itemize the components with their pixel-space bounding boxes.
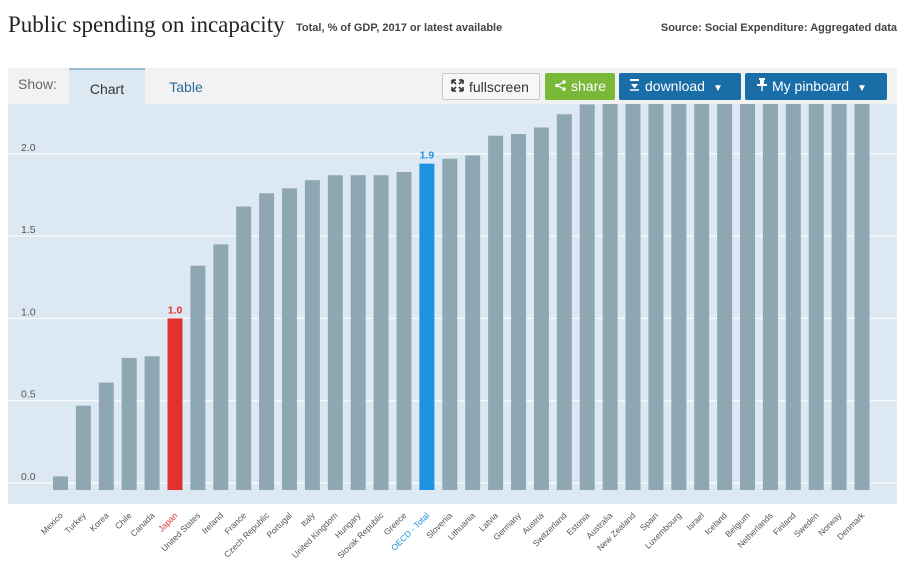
bar-united-states[interactable]	[190, 265, 206, 490]
expand-arrows-icon	[451, 75, 464, 102]
bar-canada[interactable]	[144, 356, 160, 490]
bar-slovak-republic[interactable]	[373, 175, 389, 490]
bar-lithuania[interactable]	[465, 155, 481, 491]
y-tick-label: 1.0	[21, 306, 36, 318]
bar-austria[interactable]	[533, 127, 549, 491]
source-link[interactable]: Source: Social Expenditure: Aggregated d…	[660, 22, 897, 34]
share-button[interactable]: share	[545, 73, 615, 100]
y-tick-label: 0.5	[21, 389, 36, 401]
bar-finland[interactable]	[785, 104, 801, 490]
bar-switzerland[interactable]	[556, 114, 572, 491]
download-icon	[629, 74, 640, 101]
bar-ireland[interactable]	[213, 244, 229, 490]
data-label: 1.0	[168, 304, 183, 316]
bar-chart: 0.00.51.01.52.02.53.03.54.0MexicoTurkeyK…	[8, 104, 897, 561]
bar-korea[interactable]	[98, 382, 114, 490]
data-label: 1.9	[420, 150, 435, 162]
bar-norway[interactable]	[831, 104, 847, 491]
x-tick-label: Italy	[299, 510, 318, 529]
toolbar: Show: Chart Table fullscreen share downl…	[8, 68, 897, 104]
bar-mexico[interactable]	[53, 476, 68, 490]
bar-iceland[interactable]	[717, 104, 733, 491]
bar-australia[interactable]	[602, 104, 618, 490]
bar-germany[interactable]	[511, 134, 526, 490]
tab-chart[interactable]: Chart	[69, 68, 145, 104]
bar-turkey[interactable]	[75, 405, 91, 490]
share-label: share	[571, 78, 607, 94]
bar-israel[interactable]	[694, 104, 710, 490]
bar-chile[interactable]	[121, 357, 137, 490]
show-label: Show:	[18, 76, 57, 92]
tab-table[interactable]: Table	[169, 79, 203, 95]
bar-spain[interactable]	[648, 104, 664, 490]
y-tick-label: 2.0	[21, 142, 36, 154]
bar-sweden[interactable]	[808, 104, 824, 491]
caret-down-icon: ▼	[857, 83, 867, 94]
x-tick-label: Mexico	[39, 510, 65, 536]
download-button[interactable]: download ▼	[619, 73, 741, 100]
x-tick-label: Portugal	[264, 510, 294, 540]
bar-hungary[interactable]	[350, 175, 366, 490]
y-tick-label: 0.0	[21, 471, 36, 483]
bar-estonia[interactable]	[579, 104, 595, 491]
caret-down-icon: ▼	[712, 83, 723, 94]
bar-luxembourg[interactable]	[671, 104, 687, 491]
bar-latvia[interactable]	[488, 135, 504, 490]
bar-portugal[interactable]	[282, 188, 297, 490]
bar-italy[interactable]	[304, 180, 320, 491]
fullscreen-label: fullscreen	[469, 79, 529, 95]
bar-japan[interactable]	[167, 318, 183, 490]
bar-greece[interactable]	[396, 171, 412, 490]
x-tick-label: Korea	[88, 510, 111, 533]
bar-slovenia[interactable]	[442, 158, 458, 490]
bar-czech-republic[interactable]	[259, 193, 275, 490]
page-title: Public spending on incapacity	[8, 12, 285, 37]
pinboard-label: My pinboard	[772, 78, 850, 94]
x-tick-label: Sweden	[792, 510, 821, 539]
x-tick-label: Canada	[128, 510, 156, 538]
pin-icon	[757, 74, 767, 101]
pinboard-button[interactable]: My pinboard ▼	[745, 73, 887, 100]
share-icon	[555, 74, 566, 101]
bar-france[interactable]	[236, 206, 252, 491]
chart-header: Public spending on incapacity Total, % o…	[8, 10, 897, 42]
bar-netherlands[interactable]	[762, 104, 778, 490]
chart-subtitle: Total, % of GDP, 2017 or latest availabl…	[296, 22, 503, 34]
fullscreen-button[interactable]: fullscreen	[442, 73, 540, 100]
bar-new-zealand[interactable]	[625, 104, 641, 490]
bar-united-kingdom[interactable]	[327, 175, 343, 490]
y-tick-label: 1.5	[21, 224, 36, 236]
x-tick-label: Ireland	[200, 510, 226, 536]
bar-denmark[interactable]	[854, 104, 870, 490]
download-label: download	[645, 78, 705, 94]
bar-oecd-total[interactable]	[419, 163, 435, 490]
x-tick-label: Turkey	[63, 510, 89, 536]
bar-belgium[interactable]	[740, 104, 755, 490]
